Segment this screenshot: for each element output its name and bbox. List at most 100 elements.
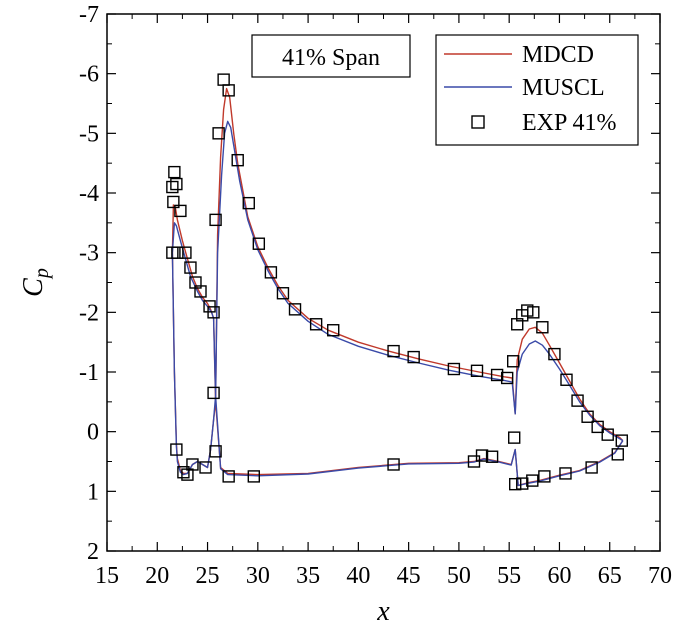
exp-square-marker [585, 461, 598, 474]
legend-exp-square-marker [471, 115, 485, 129]
exp-square-marker [591, 420, 604, 434]
exp-square-marker [186, 458, 199, 471]
y-tick-label: -5 [79, 121, 99, 147]
x-tick-label: 20 [145, 563, 169, 589]
exp-square-marker [500, 371, 514, 385]
y-axis-label-subscript: p [31, 268, 53, 280]
exp-square-marker [242, 196, 255, 210]
y-tick-label: 1 [87, 479, 99, 505]
exp-square-marker [170, 443, 183, 456]
span-annotation: 41% Span [251, 34, 411, 78]
exp-square-marker [167, 195, 180, 209]
axis-ticks: 15 20 25 30 35 40 45 50 55 60 65 70 -7 -6 -5 -4 -3 -2 -1 0 1… [79, 2, 672, 589]
y-axis-label-text: Cp [18, 268, 53, 297]
exp-markers [166, 73, 628, 491]
y-axis-label-main: C [18, 278, 49, 297]
exp-square-marker [309, 318, 323, 331]
exp-square-marker [536, 321, 549, 334]
exp-square-marker [387, 458, 400, 471]
y-tick-label: -1 [79, 360, 99, 386]
x-tick-label: 45 [397, 563, 421, 589]
span-annotation-text: 41% Span [282, 45, 380, 71]
exp-square-marker [209, 445, 222, 458]
legend-exp-label: EXP 41% [522, 110, 616, 136]
exp-square-marker [174, 204, 187, 218]
x-tick-label: 25 [196, 563, 220, 589]
exp-square-marker [559, 467, 572, 480]
plot-area: 15 20 25 30 35 40 45 50 55 60 65 70 -7 -6 -5 -4 -3 -2 -1 0 1… [79, 2, 672, 589]
legend-muscl-label: MUSCL [522, 75, 605, 101]
exp-square-marker [288, 303, 302, 316]
exp-square-marker [581, 410, 594, 423]
x-tick-label: 40 [346, 563, 370, 589]
mdcd-line-lower [171, 252, 624, 487]
exp-square-marker [252, 237, 266, 250]
y-axis-label: Cp [18, 268, 53, 297]
y-tick-label: -4 [79, 181, 99, 207]
exp-square-marker [475, 449, 489, 462]
x-tick-label: 50 [447, 563, 471, 589]
exp-square-marker [516, 477, 529, 490]
x-axis-label: x [376, 596, 390, 627]
exp-square-marker [601, 428, 614, 441]
exp-square-marker [526, 474, 539, 487]
exp-square-marker [199, 461, 212, 474]
exp-square-marker [548, 347, 561, 361]
exp-square-marker [490, 368, 504, 382]
span-annotation-box [251, 34, 411, 78]
y-tick-label: 2 [87, 539, 99, 565]
exp-square-marker [264, 266, 278, 279]
exp-square-marker [276, 287, 290, 300]
exp-square-marker [217, 73, 230, 86]
exp-square-marker [387, 344, 400, 358]
x-tick-label: 30 [246, 563, 270, 589]
exp-square-marker [212, 127, 225, 140]
y-tick-label: -6 [79, 62, 99, 88]
exp-square-marker [179, 246, 192, 259]
legend: MDCD MUSCL EXP 41% [435, 34, 639, 146]
legend-mdcd-label: MDCD [522, 42, 594, 68]
exp-square-marker [194, 285, 207, 298]
exp-square-marker [222, 470, 235, 483]
exp-square-marker [170, 177, 183, 191]
exp-square-marker [560, 373, 573, 386]
series-layer [171, 87, 624, 487]
y-tick-label: -3 [79, 241, 99, 267]
exp-square-marker [207, 386, 220, 400]
exp-square-marker [327, 324, 340, 337]
x-tick-label: 65 [598, 563, 622, 589]
exp-square-marker [527, 306, 540, 319]
exp-square-marker [207, 306, 220, 319]
exp-square-marker [168, 165, 181, 179]
x-tick-label: 15 [95, 563, 119, 589]
exp-square-marker [571, 394, 584, 407]
y-tick-label: 0 [87, 420, 99, 446]
exp-square-marker [507, 355, 520, 368]
exp-square-marker [538, 470, 551, 483]
exp-square-marker [470, 364, 484, 378]
y-tick-label: -7 [79, 2, 99, 28]
muscl-line-lower [171, 252, 624, 487]
exp-square-marker [407, 350, 420, 364]
x-tick-label: 55 [497, 563, 521, 589]
exp-square-marker [171, 246, 184, 259]
exp-square-marker [508, 431, 521, 444]
x-tick-label: 35 [296, 563, 320, 589]
exp-square-marker [166, 180, 179, 194]
x-tick-label: 60 [547, 563, 571, 589]
exp-square-marker [184, 261, 197, 274]
x-tick-label: 70 [648, 563, 672, 589]
exp-square-marker [247, 470, 260, 483]
exp-square-marker [509, 477, 522, 491]
exp-square-marker [222, 84, 235, 97]
exp-square-marker [231, 153, 244, 167]
exp-square-marker [485, 450, 499, 463]
exp-square-marker [447, 362, 461, 376]
muscl-line-upper [171, 120, 624, 442]
exp-square-marker [611, 448, 624, 461]
exp-square-marker [209, 213, 222, 227]
y-tick-label: -2 [79, 300, 99, 326]
exp-square-marker [177, 466, 190, 479]
exp-square-marker [615, 434, 628, 447]
